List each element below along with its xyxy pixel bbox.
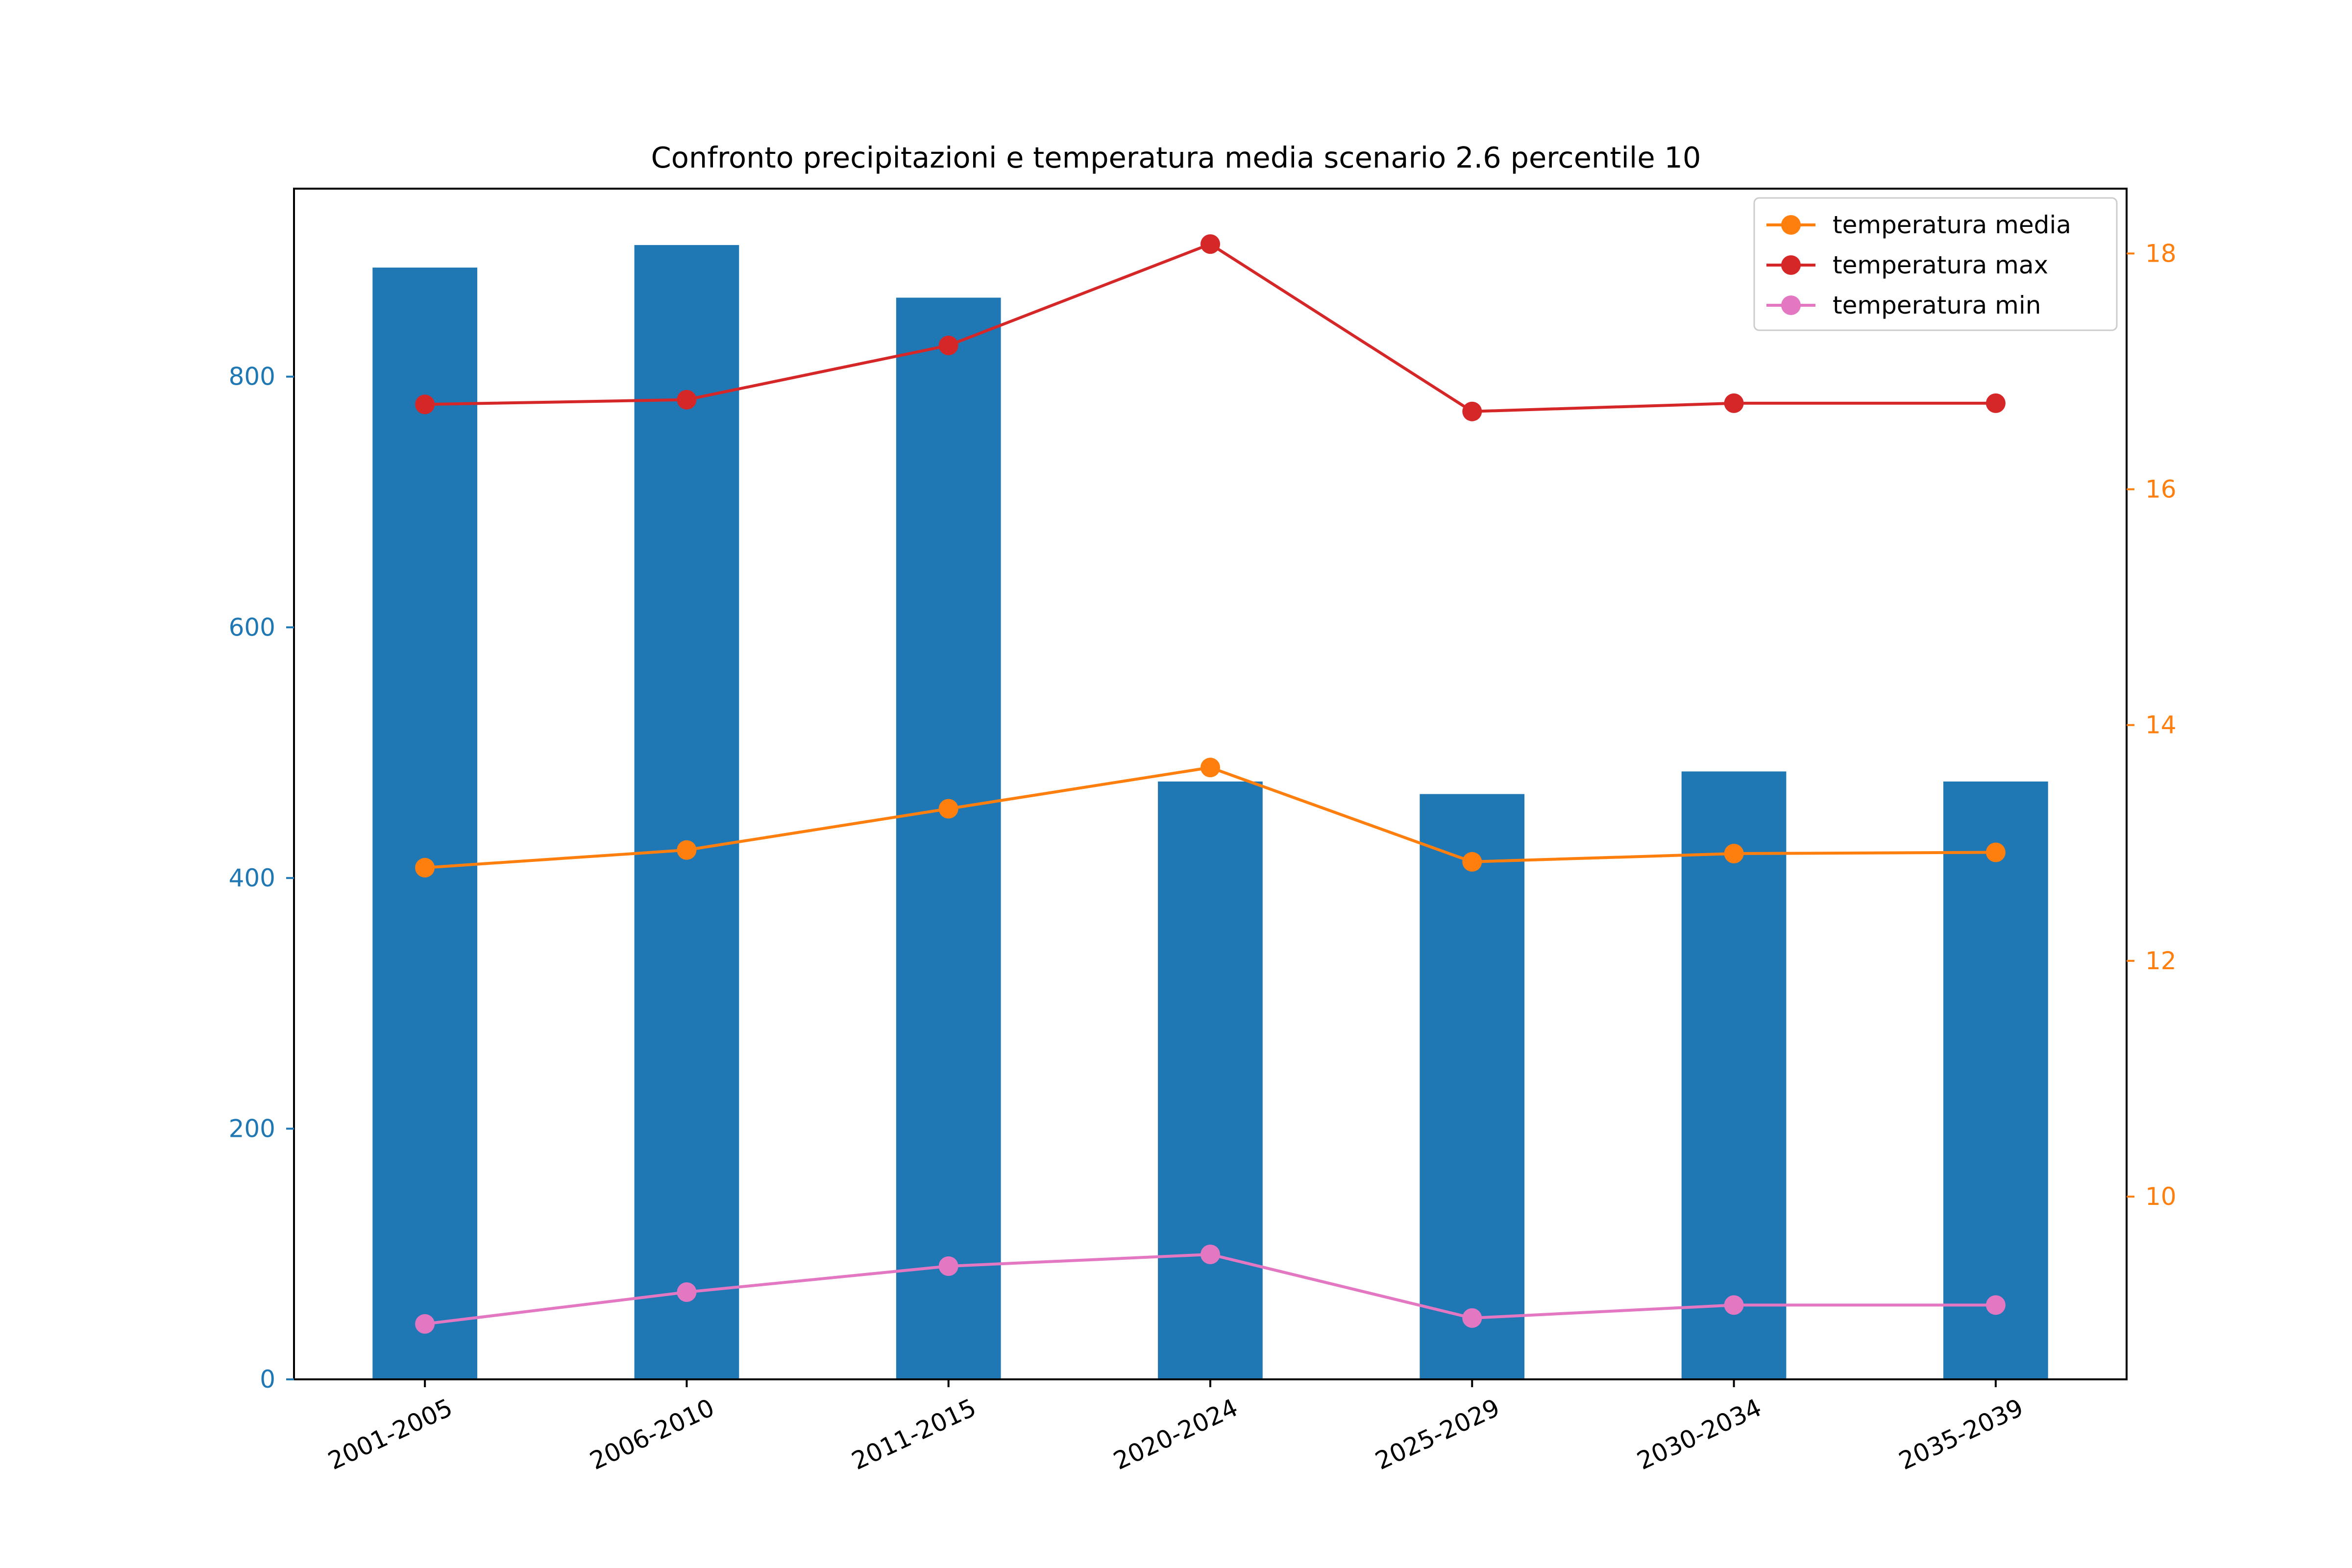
bar-2030-2034 bbox=[1681, 771, 1787, 1379]
chart-title: Confronto precipitazioni e temperatura m… bbox=[651, 141, 1701, 174]
left-tick-label: 200 bbox=[229, 1114, 275, 1143]
bar-2006-2010 bbox=[634, 245, 739, 1379]
series-point-1-0 bbox=[415, 394, 435, 415]
series-point-0-6 bbox=[1985, 842, 2006, 862]
left-tick-label: 800 bbox=[229, 363, 275, 391]
series-point-2-1 bbox=[677, 1282, 697, 1302]
right-tick-label: 14 bbox=[2145, 711, 2177, 739]
right-tick-label: 12 bbox=[2145, 947, 2177, 975]
series-point-1-3 bbox=[1200, 234, 1220, 254]
bar-2020-2024 bbox=[1158, 781, 1263, 1379]
left-tick-label: 600 bbox=[229, 613, 275, 641]
series-point-1-6 bbox=[1985, 393, 2006, 413]
series-point-2-0 bbox=[415, 1314, 435, 1334]
bar-2011-2015 bbox=[896, 297, 1001, 1379]
bar-2035-2039 bbox=[1943, 781, 2048, 1379]
series-point-1-2 bbox=[938, 336, 958, 355]
series-point-2-2 bbox=[938, 1256, 958, 1276]
bar-2025-2029 bbox=[1420, 794, 1525, 1379]
legend-box bbox=[1753, 197, 2118, 331]
series-point-0-1 bbox=[677, 840, 697, 860]
bar-2001-2005 bbox=[372, 268, 477, 1379]
series-point-2-3 bbox=[1200, 1245, 1220, 1264]
legend-label-2: temperatura min bbox=[1833, 291, 2041, 319]
series-point-2-5 bbox=[1724, 1295, 1744, 1315]
series-point-2-4 bbox=[1462, 1308, 1482, 1328]
legend-label-0: temperatura media bbox=[1833, 211, 2071, 239]
right-tick-label: 18 bbox=[2145, 239, 2177, 268]
series-point-1-4 bbox=[1462, 401, 1482, 421]
legend-marker-1 bbox=[1781, 255, 1801, 275]
left-tick-label: 0 bbox=[260, 1365, 275, 1394]
series-point-0-3 bbox=[1200, 758, 1220, 778]
series-point-1-5 bbox=[1724, 393, 1744, 413]
bars-layer bbox=[372, 245, 2048, 1379]
right-tick-label: 10 bbox=[2145, 1182, 2177, 1211]
lines-layer bbox=[415, 234, 2006, 1334]
legend-label-1: temperatura max bbox=[1833, 251, 2048, 279]
right-tick-label: 16 bbox=[2145, 475, 2177, 504]
series-point-0-4 bbox=[1462, 852, 1482, 872]
series-point-0-0 bbox=[415, 858, 435, 878]
legend-marker-2 bbox=[1781, 295, 1801, 315]
left-tick-label: 400 bbox=[229, 864, 275, 892]
legend-marker-0 bbox=[1781, 215, 1801, 235]
series-point-0-2 bbox=[938, 799, 958, 819]
series-point-0-5 bbox=[1724, 844, 1744, 863]
series-point-2-6 bbox=[1985, 1295, 2006, 1315]
series-point-1-1 bbox=[677, 390, 697, 410]
legend: temperatura media temperatura max temperat… bbox=[1753, 197, 2118, 331]
